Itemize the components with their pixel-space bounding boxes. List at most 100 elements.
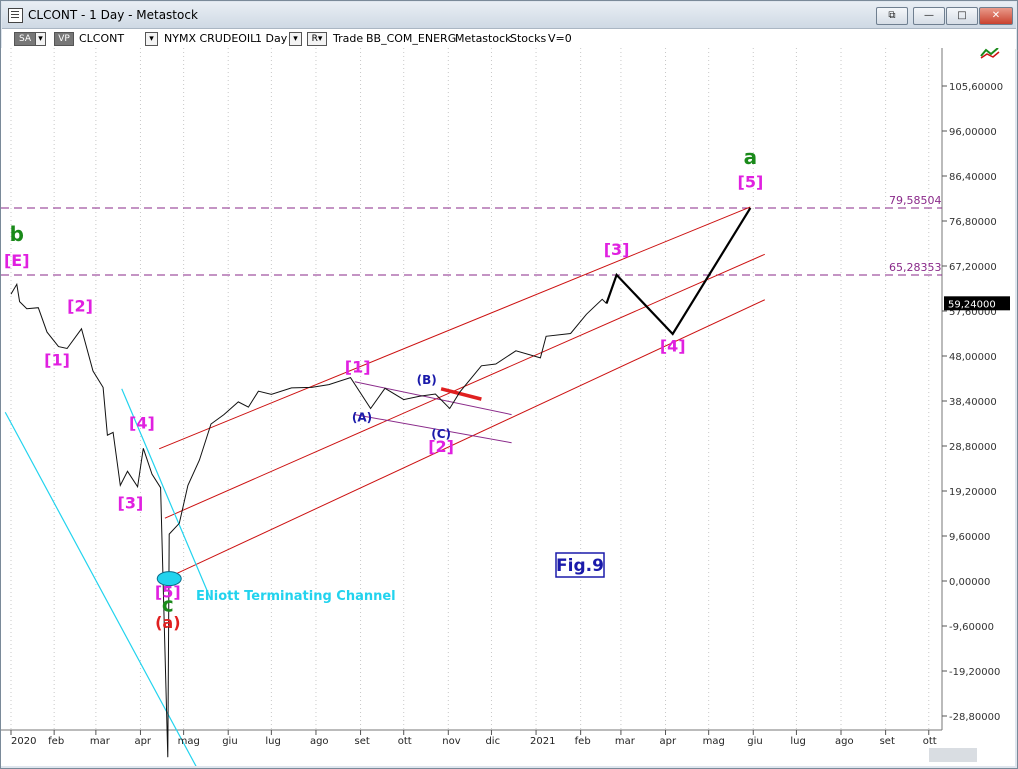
wave-label: [2] — [67, 296, 93, 315]
month-label: mar — [615, 736, 636, 747]
wave-label: [E] — [4, 251, 30, 270]
month-label: nov — [442, 736, 460, 747]
maximize-button[interactable]: □ — [946, 7, 978, 25]
abc-channel-line-1 — [354, 414, 512, 444]
toolbar-wave-icon[interactable] — [980, 48, 1000, 59]
wave-label: (a) — [155, 613, 180, 632]
sa-dropdown-icon[interactable]: ▾ — [35, 32, 46, 46]
wave-label: [3] — [604, 240, 630, 259]
symbol-field[interactable]: CLCONT — [79, 32, 125, 45]
month-label: set — [880, 736, 895, 747]
price-tick-label: 105,60000 — [949, 82, 1003, 93]
mode-label: Trade — [333, 32, 364, 45]
level-value-label: 79,58504 — [889, 194, 942, 207]
month-label: giu — [222, 736, 237, 747]
wave-label: a — [744, 145, 758, 169]
month-label: set — [355, 736, 370, 747]
price-tick-label: 57,60000 — [949, 307, 997, 318]
plot-area — [1, 48, 942, 730]
price-tick-label: 86,40000 — [949, 172, 997, 183]
stocks-label: Stocks — [510, 32, 547, 45]
elliott-wave-labels: b[E][1][2][3][4][5]c(a)[1](A)(B)(C)[2][3… — [4, 145, 763, 632]
grid-lines — [10, 48, 930, 730]
window-title: CLCONT - 1 Day - Metastock — [28, 8, 198, 22]
price-tick-label: 19,20000 — [949, 487, 997, 498]
projection-path — [605, 207, 752, 336]
instrument-label: NYMX CRUDEOIL — [164, 32, 257, 45]
wave-label: [1] — [345, 357, 371, 376]
wave-label: [5] — [155, 582, 181, 601]
chart-annotations: 59,24000 Elliott Terminating Channel Fig.9 — [196, 296, 1010, 604]
last-price-label: 59,24000 — [948, 299, 996, 310]
wave-label: [1] — [44, 350, 70, 369]
title-bar: CLCONT - 1 Day - Metastock ⧉ — □ ✕ — [2, 2, 1016, 29]
axis-labels: 2020 feb mar apr mag giu lug ago set ott nov dic 202… — [10, 82, 1003, 747]
abc-channel-line-0 — [354, 381, 512, 416]
time-axis — [1, 730, 1015, 766]
wave-label: [4] — [660, 336, 686, 355]
month-label: ago — [835, 736, 854, 747]
sa-button[interactable]: SA — [14, 32, 36, 46]
price-tick-label: 9,60000 — [949, 532, 990, 543]
month-label: apr — [660, 736, 677, 747]
level-value-label: 65,28353 — [889, 261, 942, 274]
close-button[interactable]: ✕ — [979, 7, 1013, 25]
wave-label: (B) — [417, 373, 437, 387]
month-label: feb — [575, 736, 591, 747]
chart-window-icon — [8, 8, 23, 23]
month-label: mag — [178, 736, 200, 747]
month-label: ott — [923, 736, 937, 747]
terminating-channel-line-0 — [4, 411, 197, 766]
trend-channel-line-2 — [170, 299, 765, 577]
month-label: mag — [703, 736, 725, 747]
instrument-dropdown-icon[interactable]: ▾ — [145, 32, 158, 46]
price-tick-label: 0,00000 — [949, 577, 990, 588]
terminating-channel-line-1 — [121, 388, 212, 600]
figure-label-box — [555, 552, 605, 578]
month-label: dic — [485, 736, 500, 747]
restore-all-button[interactable]: ⧉ — [876, 7, 908, 25]
figure-label: Fig.9 — [556, 556, 604, 576]
wave-label: b — [10, 222, 24, 246]
low-ellipse — [156, 571, 182, 587]
metastock-label: Metastock — [455, 32, 512, 45]
month-label: feb — [48, 736, 64, 747]
month-label: lug — [265, 736, 280, 747]
wave-label: [2] — [428, 437, 454, 456]
price-tick-label: -9,60000 — [949, 622, 994, 633]
wave-label: c — [162, 592, 174, 616]
month-label: 2020 — [11, 736, 36, 747]
volume-label: V=0 — [548, 32, 572, 45]
trend-channel-line-0 — [158, 206, 751, 450]
price-tick-label: 67,20000 — [949, 262, 997, 273]
month-label: ott — [398, 736, 412, 747]
price-tick-label: -19,20000 — [949, 667, 1000, 678]
interval-dropdown-icon[interactable]: ▾ — [289, 32, 302, 46]
price-chart[interactable]: 79,58504 65,28353 b [E] [1] [2] [3] [4] [5]c(a)… — [1, 48, 1015, 766]
template-label: BB_COM_ENERG — [366, 32, 457, 45]
minimize-button[interactable]: — — [913, 7, 945, 25]
month-label: mar — [90, 736, 111, 747]
month-label: lug — [790, 736, 805, 747]
price-tick-label: 38,40000 — [949, 397, 997, 408]
wave-label: [3] — [118, 493, 144, 512]
breakout-marker — [440, 387, 482, 401]
terminating-channel-label: Elliott Terminating Channel — [196, 589, 396, 604]
price-tick-label: 76,80000 — [949, 217, 997, 228]
month-label: 2021 — [530, 736, 555, 747]
wave-label: (A) — [352, 411, 372, 425]
price-line — [10, 282, 607, 758]
wave-label: [4] — [129, 414, 155, 433]
refresh-dropdown-button[interactable]: R▾ — [307, 32, 327, 46]
wave-label: (C) — [431, 427, 451, 441]
month-label: giu — [747, 736, 762, 747]
horizontal-scrollbar[interactable] — [929, 748, 977, 762]
month-label: ago — [310, 736, 329, 747]
vp-button[interactable]: VP — [54, 32, 74, 46]
price-tick-label: 48,00000 — [949, 352, 997, 363]
chart-toolbar: SA ▾ VP CLCONT ▾ NYMX CRUDEOIL 1 Day ▾ R… — [2, 29, 1016, 50]
horizontal-levels: 79,58504 65,28353 — [1, 194, 942, 276]
price-tick-label: 28,80000 — [949, 442, 997, 453]
interval-label: 1 Day — [255, 32, 288, 45]
price-tick-label: -28,80000 — [949, 712, 1000, 723]
